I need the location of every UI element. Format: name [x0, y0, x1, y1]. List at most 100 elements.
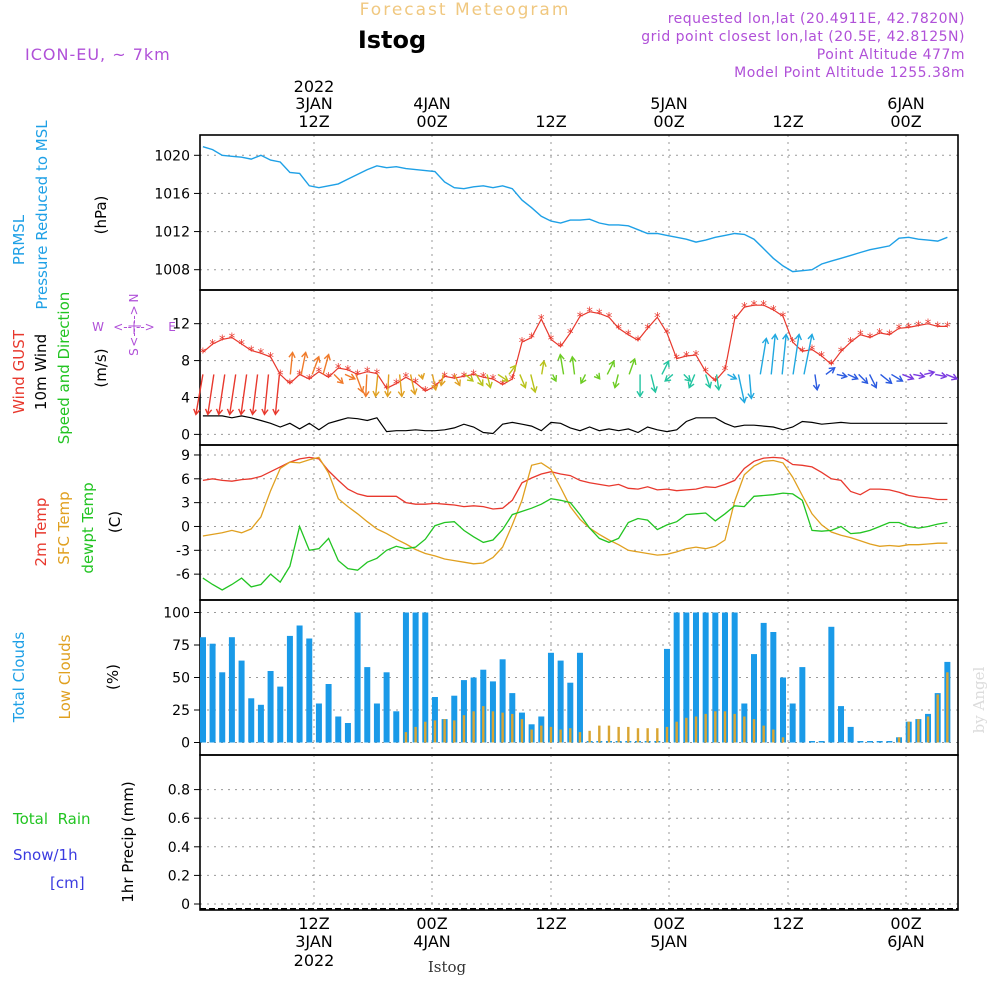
low-cloud-bar	[675, 721, 678, 743]
total-cloud-bar	[219, 672, 226, 743]
bottom-time-label: 6JAN	[887, 932, 925, 951]
temp-unit: (C)	[106, 511, 124, 533]
low-clouds-label: Low Clouds	[56, 634, 74, 719]
wind-arrow-head	[928, 369, 936, 377]
gust-marker: *	[451, 372, 458, 387]
total-cloud-bar	[760, 622, 767, 743]
wind-arrow	[475, 374, 484, 386]
wind-arrow	[218, 374, 226, 415]
total-cloud-bar	[731, 612, 738, 743]
wind-arrow	[541, 361, 545, 375]
wind-arrow	[453, 374, 461, 386]
wind-arrow	[683, 373, 691, 382]
y-tick-label: 25	[172, 703, 190, 719]
low-cloud-bar	[578, 732, 582, 743]
total-cloud-bar	[267, 671, 274, 743]
top-time-label: 00Z	[890, 112, 921, 131]
wind-arrow-head	[885, 377, 893, 385]
gust-marker: *	[886, 329, 893, 344]
y-tick-label: -3	[176, 543, 190, 559]
compass-arrows-vertical: <--|-->	[127, 305, 141, 346]
wind-arrow-head	[951, 373, 959, 381]
wind-arrow-head	[840, 371, 849, 380]
total-cloud-bar	[876, 741, 883, 743]
total-cloud-bar	[547, 652, 554, 743]
total-cloud-bar	[306, 638, 313, 743]
wind-arrow	[661, 360, 670, 375]
wind-arrow	[228, 374, 237, 415]
gust-marker: *	[412, 377, 419, 392]
total-cloud-bar	[557, 660, 564, 743]
wind-arrow-head	[238, 408, 246, 416]
wind-arrow	[891, 373, 903, 382]
low-cloud-bar	[781, 737, 785, 743]
top-time-label: 6JAN	[887, 94, 925, 113]
y-tick-label: -6	[176, 567, 190, 583]
wind-arrow-head	[687, 381, 695, 389]
y-tick-label: 0.4	[168, 840, 190, 856]
wind-arrow	[431, 374, 437, 390]
y-tick-label: 4	[181, 390, 190, 406]
compass-rose: N S W E <--|--> <--|-->	[92, 294, 176, 356]
total-cloud-bar	[431, 697, 438, 743]
wind-arrow-head	[438, 379, 446, 387]
gust-marker: *	[586, 306, 593, 321]
wind-arrow	[803, 334, 813, 375]
wind-arrow-head	[336, 377, 344, 385]
wind-arrow-head	[372, 390, 380, 398]
low-cloud-bar	[482, 706, 485, 743]
gust-marker: *	[441, 370, 448, 385]
pressure-panel: 1008 1012 1016 1020	[154, 134, 959, 291]
bottom-time-label: 4JAN	[413, 932, 451, 951]
wind-arrow	[913, 373, 925, 378]
wind-arrow-head	[782, 333, 790, 341]
y-tick-label: 9	[181, 448, 190, 464]
low-cloud-bar	[501, 712, 504, 743]
wind-arrow-head	[870, 381, 878, 389]
station-title: Istog	[358, 26, 426, 54]
total-cloud-bar	[751, 654, 757, 743]
wind-arrow	[300, 352, 307, 375]
y-tick-label: 3	[181, 496, 190, 512]
wind-arrow-head	[272, 408, 280, 416]
total-cloud-bar	[683, 612, 690, 743]
gust-marker: *	[557, 341, 564, 356]
total-cloud-bar	[364, 667, 371, 743]
low-cloud-bar	[656, 728, 659, 743]
point-altitude: Point Altitude 477m	[817, 47, 965, 63]
wind-arrow-head	[579, 377, 587, 385]
wind-arrow	[727, 373, 737, 380]
clouds-unit: (%)	[104, 664, 122, 690]
total-cloud-bar	[422, 612, 429, 743]
gust-marker: *	[364, 366, 371, 381]
low-cloud-bar	[404, 732, 408, 743]
temp-dew-label: dewpt Temp	[79, 482, 97, 573]
gust-marker: *	[383, 382, 390, 397]
wind-arrow	[289, 352, 294, 375]
low-cloud-bar	[588, 730, 591, 743]
top-time-label: 12Z	[298, 112, 329, 131]
wind-arrow	[440, 374, 445, 386]
low-cloud-bar	[714, 711, 717, 743]
wind-arrow-head	[550, 374, 558, 383]
low-cloud-bar	[733, 713, 736, 743]
gust-marker: *	[509, 373, 516, 388]
total-cloud-bar	[373, 703, 380, 743]
gust-marker: *	[731, 313, 738, 328]
total-cloud-bar	[402, 612, 409, 743]
compass-n: N	[127, 294, 141, 303]
total-cloud-bar	[200, 637, 206, 743]
total-cloud-bar	[412, 612, 419, 743]
sfc-temp-line	[202, 456, 948, 565]
low-cloud-bar	[617, 726, 620, 743]
total-cloud-bar	[576, 652, 583, 743]
gust-marker: *	[325, 371, 332, 386]
wind-arrow-head	[896, 375, 904, 382]
wind-arrow-head	[907, 373, 915, 381]
wind-arrow-head	[608, 360, 616, 368]
y-tick-label: 1016	[154, 186, 190, 202]
total-cloud-bar	[344, 723, 351, 743]
gust-marker: *	[267, 351, 274, 366]
wind-arrow-head	[664, 375, 672, 382]
wind-arrows	[193, 333, 959, 416]
